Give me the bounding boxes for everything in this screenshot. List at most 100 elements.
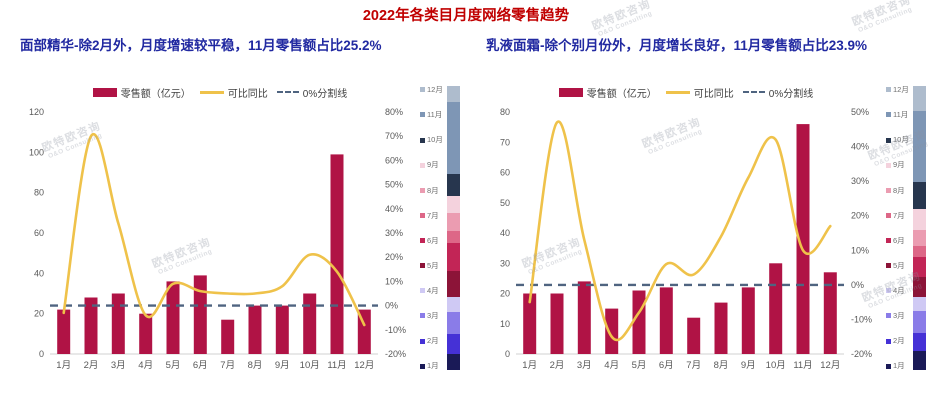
month-legend-5月: 5月	[420, 262, 443, 270]
page-title: 2022年各类目月度网络零售趋势	[362, 8, 570, 24]
month-label: 5月	[893, 260, 905, 270]
month-legend-6月: 6月	[886, 237, 909, 245]
legend-label: 0%分割线	[768, 88, 814, 100]
month-legend-3月: 3月	[886, 312, 909, 320]
month-color-icon	[420, 112, 425, 118]
bar-swatch-icon	[558, 87, 583, 97]
bar-1月	[57, 309, 71, 354]
legend-item-bar: 零售额（亿元）	[92, 85, 191, 100]
month-color-legend: 12月 11月 10月 9月 8月 7月 6月 5月 4月 3月 2月 1月	[886, 84, 909, 372]
month-legend-1月: 1月	[420, 362, 443, 370]
month-legend-11月: 11月	[886, 111, 909, 119]
share-segment-4月	[912, 296, 926, 311]
svg-text:3月: 3月	[111, 360, 126, 371]
svg-text:5月: 5月	[166, 360, 181, 371]
legend-label: 零售额（亿元）	[586, 88, 657, 100]
svg-text:0: 0	[505, 349, 510, 359]
share-segment-11月	[912, 111, 926, 182]
share-segment-7月	[912, 245, 926, 257]
month-color-icon	[886, 263, 891, 269]
month-color-icon	[420, 162, 425, 168]
month-label: 6月	[427, 235, 439, 245]
svg-text:0%: 0%	[851, 280, 864, 290]
bar-8月	[714, 302, 728, 354]
share-segment-5月	[912, 277, 926, 297]
svg-text:80: 80	[34, 188, 44, 198]
svg-text:10月: 10月	[766, 360, 786, 371]
chart-panels: 面部精华-除2月外，月度增速较平稳，11月零售额占比25.2% 零售额（亿元） …	[0, 25, 932, 376]
month-legend-7月: 7月	[886, 212, 909, 220]
svg-text:10%: 10%	[385, 276, 403, 286]
svg-text:60%: 60%	[385, 155, 403, 165]
chart-legend: 零售额（亿元） 可比同比 0%分割线	[20, 84, 420, 100]
share-segment-9月	[912, 209, 926, 230]
yoy-line	[528, 120, 832, 342]
svg-text:0: 0	[39, 349, 44, 359]
bar-3月	[577, 281, 591, 354]
x-axis-labels: 1月 2月 3月 4月 5月 6月 7月 8月 9月 10月 11月 12月	[522, 360, 840, 371]
month-legend-2月: 2月	[420, 337, 443, 345]
month-color-icon	[886, 212, 891, 218]
share-segment-3月	[446, 311, 460, 334]
month-legend-10月: 10月	[886, 136, 909, 144]
svg-text:8月: 8月	[714, 360, 729, 371]
svg-text:0%: 0%	[385, 301, 398, 311]
month-legend-8月: 8月	[886, 185, 909, 195]
right-axis-labels: -20% -10% 0% 10% 20% 30% 40% 50%	[851, 107, 872, 359]
svg-text:8月: 8月	[248, 360, 263, 371]
dash-swatch-icon	[742, 91, 765, 93]
month-legend-6月: 6月	[420, 237, 443, 245]
share-segment-4月	[446, 297, 460, 312]
bar-swatch-icon	[92, 87, 117, 97]
month-color-icon	[886, 162, 891, 168]
month-label: 10月	[893, 135, 909, 145]
month-label: 4月	[427, 286, 439, 295]
bar-8月	[248, 305, 262, 354]
month-legend-10月: 10月	[420, 136, 443, 144]
svg-text:-10%: -10%	[385, 325, 406, 335]
bar-9月	[741, 287, 755, 354]
bar-5月	[166, 281, 180, 354]
month-label: 8月	[893, 185, 905, 195]
share-segment-7月	[446, 230, 460, 243]
month-legend-9月: 9月	[886, 161, 909, 169]
month-label: 7月	[427, 210, 439, 220]
svg-text:30%: 30%	[851, 176, 869, 186]
month-legend-3月: 3月	[420, 312, 443, 320]
left-axis-labels: 0 10 20 30 40 50 60 70 80	[500, 107, 510, 359]
svg-text:60: 60	[34, 228, 44, 238]
bar-4月	[139, 313, 153, 354]
retail-bars	[57, 154, 371, 354]
svg-text:9月: 9月	[275, 360, 290, 371]
month-label: 12月	[427, 85, 443, 94]
share-segment-2月	[446, 333, 460, 354]
month-label: 3月	[427, 311, 439, 321]
svg-text:20%: 20%	[385, 252, 403, 262]
share-segment-1月	[912, 351, 926, 370]
chart-subtitle: 面部精华-除2月外，月度增速较平稳，11月零售额占比25.2%	[20, 38, 382, 53]
share-segment-5月	[446, 271, 460, 298]
svg-text:30: 30	[500, 258, 510, 268]
month-color-icon	[886, 338, 891, 344]
month-legend-12月: 12月	[886, 86, 909, 94]
svg-text:-10%: -10%	[851, 314, 872, 324]
legend-item-line: 可比同比	[665, 85, 734, 100]
retail-bars	[523, 124, 837, 355]
svg-text:12月: 12月	[354, 360, 374, 371]
svg-text:9月: 9月	[741, 360, 756, 371]
month-label: 5月	[427, 260, 439, 270]
bar-7月	[687, 317, 701, 354]
x-axis-labels: 1月 2月 3月 4月 5月 6月 7月 8月 9月 10月 11月 12月	[56, 360, 374, 371]
month-color-icon	[420, 137, 425, 143]
month-label: 6月	[893, 235, 905, 245]
month-legend-2月: 2月	[886, 337, 909, 345]
svg-text:50%: 50%	[385, 180, 403, 190]
legend-label: 可比同比	[227, 88, 268, 100]
month-color-icon	[886, 112, 891, 118]
svg-text:1月: 1月	[522, 360, 537, 371]
month-legend-1月: 1月	[886, 362, 909, 370]
bar-11月	[796, 124, 810, 354]
svg-text:40%: 40%	[851, 142, 869, 152]
month-label: 12月	[893, 85, 909, 94]
month-color-icon	[886, 187, 891, 193]
